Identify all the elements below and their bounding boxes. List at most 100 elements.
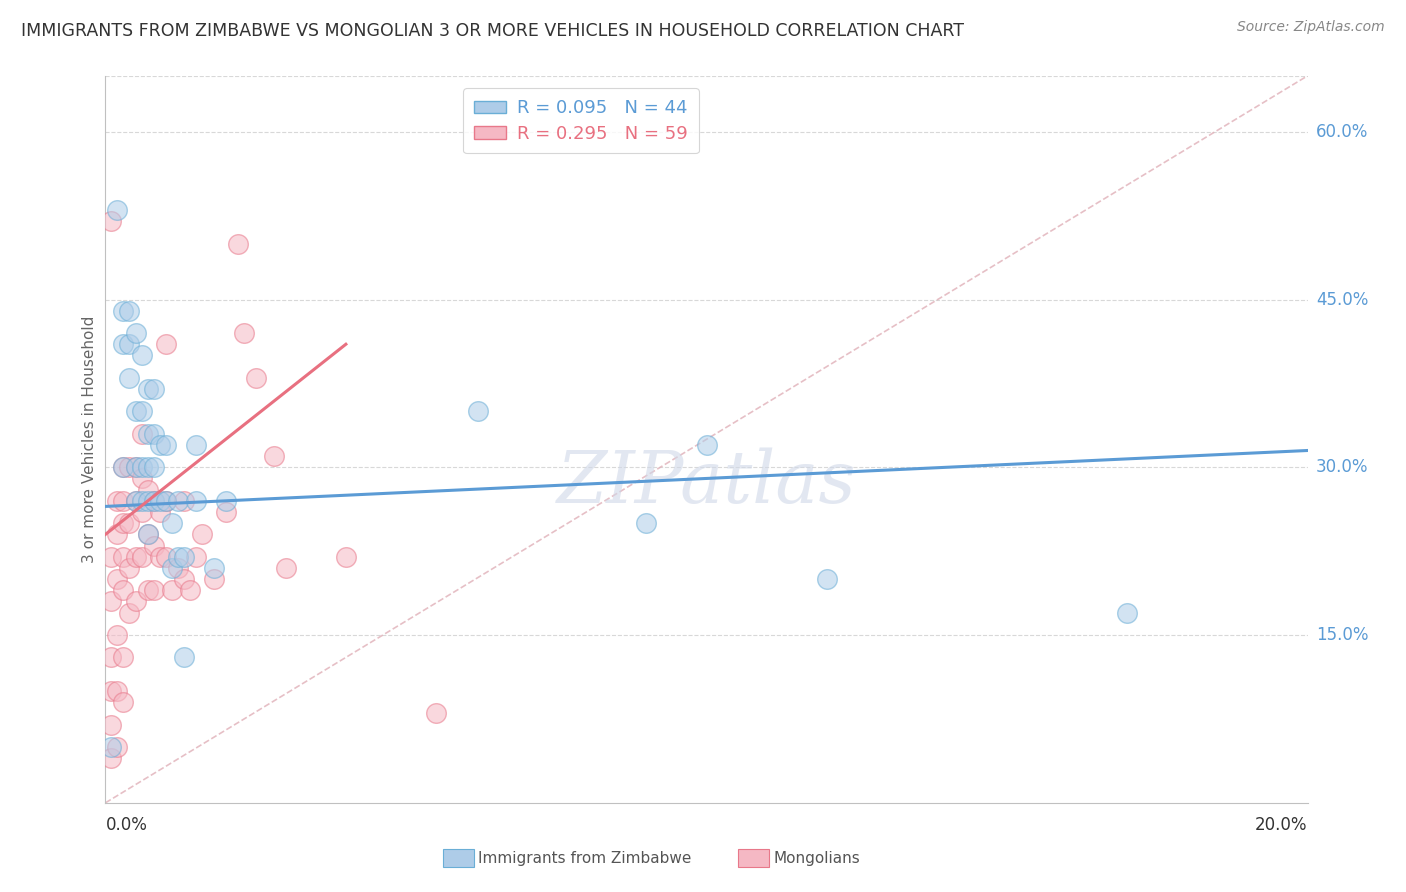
Point — [335, 549, 357, 564]
Point — [107, 493, 129, 508]
Text: Immigrants from Zimbabwe: Immigrants from Zimbabwe — [478, 851, 692, 865]
Point — [100, 594, 122, 608]
Point — [118, 606, 141, 620]
Point — [136, 382, 159, 396]
Point — [131, 493, 153, 508]
Point — [100, 214, 122, 228]
Point — [118, 371, 141, 385]
Point — [173, 572, 195, 586]
Point — [1116, 606, 1139, 620]
Point — [179, 583, 201, 598]
Point — [112, 650, 135, 665]
Text: Source: ZipAtlas.com: Source: ZipAtlas.com — [1237, 20, 1385, 34]
Point — [118, 561, 141, 575]
Point — [118, 337, 141, 351]
Point — [136, 583, 159, 598]
Point — [184, 438, 207, 452]
Point — [107, 527, 129, 541]
Point — [467, 404, 489, 418]
Point — [155, 438, 177, 452]
Y-axis label: 3 or more Vehicles in Household: 3 or more Vehicles in Household — [82, 316, 97, 563]
Point — [124, 326, 146, 340]
Point — [131, 549, 153, 564]
Point — [112, 695, 135, 709]
Point — [142, 382, 165, 396]
Point — [124, 549, 146, 564]
Point — [173, 549, 195, 564]
Text: 60.0%: 60.0% — [1316, 123, 1368, 141]
Point — [155, 549, 177, 564]
Point — [112, 303, 135, 318]
Point — [112, 337, 135, 351]
Text: 20.0%: 20.0% — [1256, 816, 1308, 834]
Point — [155, 493, 177, 508]
Point — [142, 426, 165, 441]
Point — [131, 505, 153, 519]
Point — [131, 348, 153, 362]
Point — [124, 404, 146, 418]
Point — [131, 404, 153, 418]
Point — [155, 337, 177, 351]
Point — [136, 483, 159, 497]
Point — [100, 751, 122, 765]
Point — [202, 572, 225, 586]
Point — [136, 460, 159, 475]
Point — [214, 505, 236, 519]
Point — [184, 549, 207, 564]
Point — [118, 303, 141, 318]
Text: 15.0%: 15.0% — [1316, 626, 1368, 644]
Point — [107, 628, 129, 642]
Legend: R = 0.095   N = 44, R = 0.295   N = 59: R = 0.095 N = 44, R = 0.295 N = 59 — [463, 88, 699, 153]
Point — [160, 583, 183, 598]
Point — [107, 739, 129, 754]
Point — [131, 460, 153, 475]
Point — [112, 516, 135, 531]
Point — [274, 561, 297, 575]
Point — [124, 493, 146, 508]
Point — [155, 493, 177, 508]
Point — [214, 493, 236, 508]
Point — [142, 539, 165, 553]
Point — [112, 493, 135, 508]
Point — [232, 326, 254, 340]
Point — [136, 493, 159, 508]
Point — [166, 493, 188, 508]
Point — [118, 516, 141, 531]
Point — [100, 650, 122, 665]
Point — [190, 527, 212, 541]
Text: IMMIGRANTS FROM ZIMBABWE VS MONGOLIAN 3 OR MORE VEHICLES IN HOUSEHOLD CORRELATIO: IMMIGRANTS FROM ZIMBABWE VS MONGOLIAN 3 … — [21, 22, 965, 40]
Point — [184, 493, 207, 508]
Text: 0.0%: 0.0% — [105, 816, 148, 834]
Point — [226, 236, 249, 251]
Point — [112, 460, 135, 475]
Point — [100, 549, 122, 564]
Point — [173, 493, 195, 508]
Point — [112, 583, 135, 598]
Text: 30.0%: 30.0% — [1316, 458, 1368, 476]
Point — [148, 493, 170, 508]
Point — [136, 527, 159, 541]
Point — [148, 505, 170, 519]
Point — [124, 460, 146, 475]
Point — [142, 493, 165, 508]
Point — [131, 426, 153, 441]
Point — [148, 549, 170, 564]
Text: Mongolians: Mongolians — [773, 851, 860, 865]
Point — [142, 583, 165, 598]
Point — [636, 516, 658, 531]
Point — [166, 561, 188, 575]
Point — [107, 202, 129, 217]
Point — [100, 739, 122, 754]
Point — [124, 493, 146, 508]
Point — [263, 449, 285, 463]
Point — [160, 561, 183, 575]
Point — [202, 561, 225, 575]
Point — [124, 594, 146, 608]
Point — [160, 516, 183, 531]
Point — [136, 426, 159, 441]
Point — [100, 684, 122, 698]
Point — [166, 549, 188, 564]
Text: 45.0%: 45.0% — [1316, 291, 1368, 309]
Point — [107, 572, 129, 586]
Text: ZIPatlas: ZIPatlas — [557, 448, 856, 518]
